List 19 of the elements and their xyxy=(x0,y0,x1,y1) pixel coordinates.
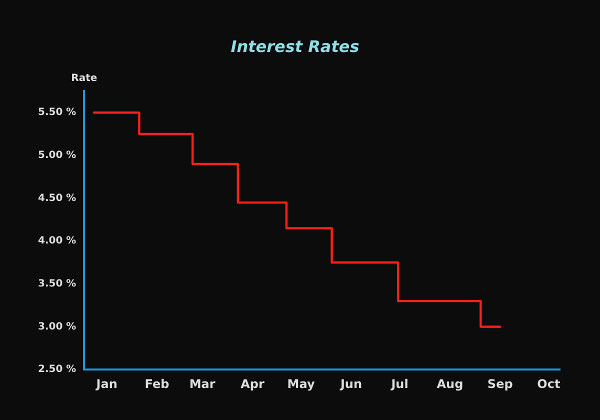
x-tick-label: Feb xyxy=(144,376,170,391)
x-tick-label: May xyxy=(287,376,315,391)
x-tick-label: Jun xyxy=(339,376,362,391)
x-tick-label: Aug xyxy=(436,376,464,391)
x-tick-label: Oct xyxy=(537,376,560,391)
y-tick-label: 2.50 % xyxy=(38,364,76,376)
y-tick-label: 3.00 % xyxy=(38,321,76,332)
chart-title: Interest Rates xyxy=(230,36,360,56)
x-tick-label: Sep xyxy=(487,376,514,391)
y-tick-label: 4.50 % xyxy=(38,192,76,204)
y-tick-label: 5.50 % xyxy=(38,107,76,118)
y-tick-label: 3.50 % xyxy=(38,278,76,290)
y-tick-label: 4.00 % xyxy=(38,236,76,247)
y-tick-label: 5.00 % xyxy=(38,150,76,162)
y-axis-title: Rate xyxy=(71,72,98,84)
x-tick-label: Jul xyxy=(390,376,408,391)
x-tick-label: Mar xyxy=(189,376,216,391)
x-tick-label: Apr xyxy=(240,376,264,391)
x-tick-label: Jan xyxy=(95,376,118,391)
